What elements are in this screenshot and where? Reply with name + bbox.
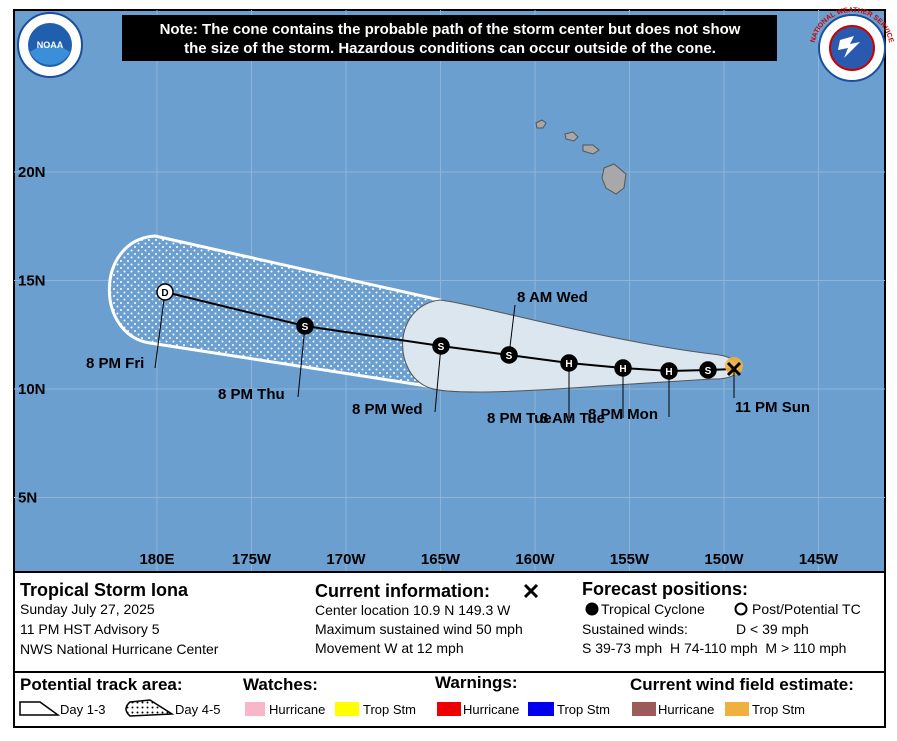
swatch — [528, 702, 554, 716]
lat-label: 15N — [18, 273, 46, 290]
legend-title: Potential track area: — [20, 675, 183, 694]
track-symbol: H — [619, 364, 626, 375]
legend-text: Trop Stm — [363, 702, 416, 717]
track-point — [614, 359, 632, 377]
current-title: Current information: — [315, 581, 490, 601]
label-leader — [434, 345, 442, 413]
legend-title: Warnings: — [435, 673, 517, 692]
storm-title: Tropical Storm Iona — [20, 580, 189, 600]
storm-line: Sunday July 27, 2025 — [20, 601, 155, 617]
lat-label: 10N — [18, 381, 46, 398]
track-label: 8 PM Tue — [487, 410, 552, 427]
noaa-text: NOAA — [37, 40, 64, 50]
swatch — [245, 702, 265, 716]
legend-text: Day 4-5 — [175, 702, 221, 717]
legend-text: Hurricane — [269, 702, 325, 717]
current-x-icon — [523, 583, 539, 599]
track-symbol: H — [665, 367, 672, 378]
forecast-text: D < 39 mph — [736, 621, 809, 637]
track-symbol: S — [506, 351, 513, 362]
track-symbol: H — [565, 359, 572, 370]
lon-label: 175W — [232, 551, 272, 568]
track-label: 11 PM Sun — [735, 399, 810, 416]
current-wind-field — [725, 357, 743, 375]
forecast-text: Post/Potential TC — [752, 601, 861, 617]
swatch — [335, 702, 359, 716]
cone-day-4-5 — [107, 234, 442, 390]
legend-text: Day 1-3 — [60, 702, 106, 717]
legend-text: Hurricane — [658, 702, 714, 717]
lon-label: 155W — [610, 551, 650, 568]
track-symbol: D — [161, 288, 168, 299]
track-label: 8 PM Fri — [86, 355, 144, 372]
current-position — [726, 361, 742, 377]
lon-label: 160W — [515, 551, 555, 568]
current-line: Maximum sustained wind 50 mph — [315, 621, 523, 637]
track-point — [296, 317, 314, 335]
note-line: the size of the storm. Hazardous conditi… — [184, 40, 716, 57]
forecast-title: Forecast positions: — [582, 579, 748, 599]
track-point — [660, 362, 678, 380]
lon-label: 145W — [799, 551, 839, 568]
lon-label: 150W — [704, 551, 744, 568]
day13-icon — [19, 701, 61, 716]
lon-label: 170W — [326, 551, 366, 568]
track-label: 8 AM Tue — [540, 410, 605, 427]
track-point — [560, 354, 578, 372]
swatch — [632, 702, 656, 716]
islands — [535, 119, 627, 195]
axis-labels: 20N 15N 10N 5N 180E 175W 170W 165W 160W 155W 150W 1… — [18, 164, 839, 568]
info-panel — [13, 571, 886, 728]
legend-text: Hurricane — [463, 702, 519, 717]
note-box — [122, 15, 777, 61]
track-point — [500, 346, 518, 364]
track-symbol: S — [438, 342, 445, 353]
x-stroke — [726, 361, 742, 377]
track-label: 8 AM Wed — [517, 289, 588, 306]
lat-label: 20N — [18, 164, 46, 181]
label-leader — [297, 325, 306, 398]
swatch — [437, 702, 461, 716]
tc-icon — [585, 602, 599, 616]
forecast-text: Sustained winds: — [582, 621, 688, 637]
lon-label: 165W — [421, 551, 461, 568]
storm-line: NWS National Hurricane Center — [20, 641, 219, 657]
swatch — [725, 702, 749, 716]
current-line: Movement W at 12 mph — [315, 640, 464, 656]
label-leader — [154, 291, 166, 369]
lon-label: 180E — [139, 551, 174, 568]
forecast-text: S 39-73 mph H 74-110 mph M > 110 mph — [582, 640, 846, 656]
lat-label: 5N — [18, 490, 37, 507]
legend-text: Trop Stm — [752, 702, 805, 717]
cone-day-1-3 — [402, 299, 740, 393]
track-point — [432, 337, 450, 355]
storm-line: 11 PM HST Advisory 5 — [20, 621, 160, 637]
post-tc-icon — [734, 602, 748, 616]
forecast-text: Tropical Cyclone — [601, 601, 705, 617]
note-line: Note: The cone contains the probable pat… — [160, 21, 741, 38]
track-label: 8 PM Wed — [352, 401, 423, 418]
noaa-logo: NOAA — [17, 12, 83, 78]
legend-title: Watches: — [243, 675, 318, 694]
track-symbol: S — [705, 366, 712, 377]
legend-title: Current wind field estimate: — [630, 675, 854, 694]
track-point — [156, 283, 174, 301]
day45-icon — [125, 699, 175, 717]
legend-text: Trop Stm — [557, 702, 610, 717]
track-label: 8 PM Thu — [218, 386, 285, 403]
current-line: Center location 10.9 N 149.3 W — [315, 602, 511, 618]
track-point — [699, 361, 717, 379]
track-symbol: S — [302, 322, 309, 333]
